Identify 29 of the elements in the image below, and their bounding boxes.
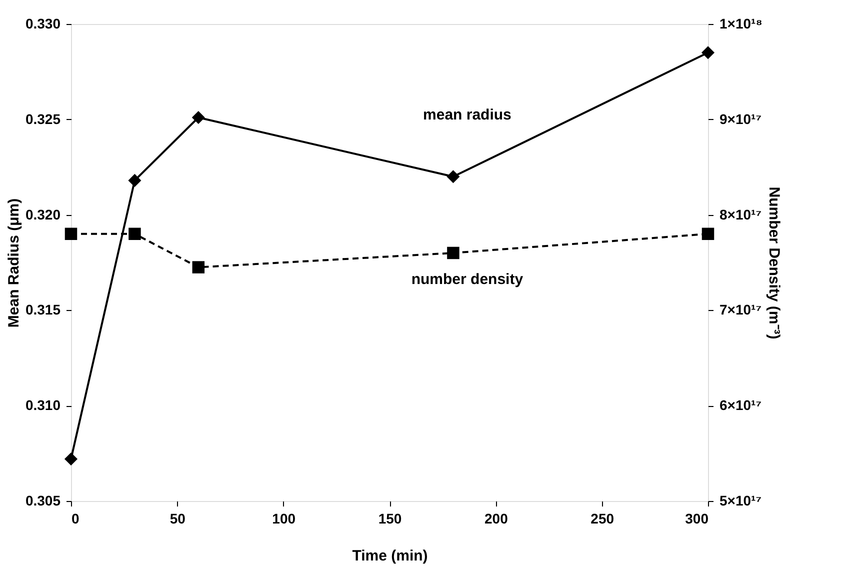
y-tick-label: 0.320	[25, 206, 61, 222]
x-axis-title: Time (min)	[352, 548, 428, 564]
annotation: mean radius	[423, 106, 512, 124]
y2-tick-label: 9×10¹⁷	[720, 110, 762, 127]
point	[64, 452, 78, 466]
y2-tick-label: 5×10¹⁷	[720, 492, 762, 508]
y-tick-label: 0.325	[25, 110, 61, 127]
x-tick-label: 100	[272, 510, 296, 526]
y-tick-label: 0.315	[25, 302, 61, 318]
annotation: number density	[411, 270, 524, 288]
y2-tick-label: 7×10¹⁷	[720, 302, 762, 318]
point	[701, 46, 715, 60]
point	[192, 110, 205, 124]
y2-tick-label: 1×10¹⁸	[720, 16, 762, 32]
y-tick-label: 0.305	[25, 492, 61, 508]
x-tick-label: 50	[170, 510, 186, 526]
x-tick-label: 0	[72, 510, 80, 526]
y2-axis-title: Number Density (m⁻³)	[765, 186, 782, 340]
point	[128, 174, 142, 187]
x-tick-label: 150	[378, 510, 402, 526]
x-tick-label: 200	[484, 510, 508, 526]
y2-tick-label: 6×10¹⁷	[720, 397, 762, 414]
x-tick-label: 300	[685, 510, 709, 526]
point	[446, 170, 460, 184]
x-tick-label: 250	[590, 510, 614, 526]
y-axis-title: Mean Radius (μm)	[5, 198, 22, 328]
y-tick-label: 0.330	[25, 16, 61, 32]
y-tick-label: 0.310	[25, 397, 61, 414]
y2-tick-label: 8×10¹⁷	[720, 206, 762, 222]
